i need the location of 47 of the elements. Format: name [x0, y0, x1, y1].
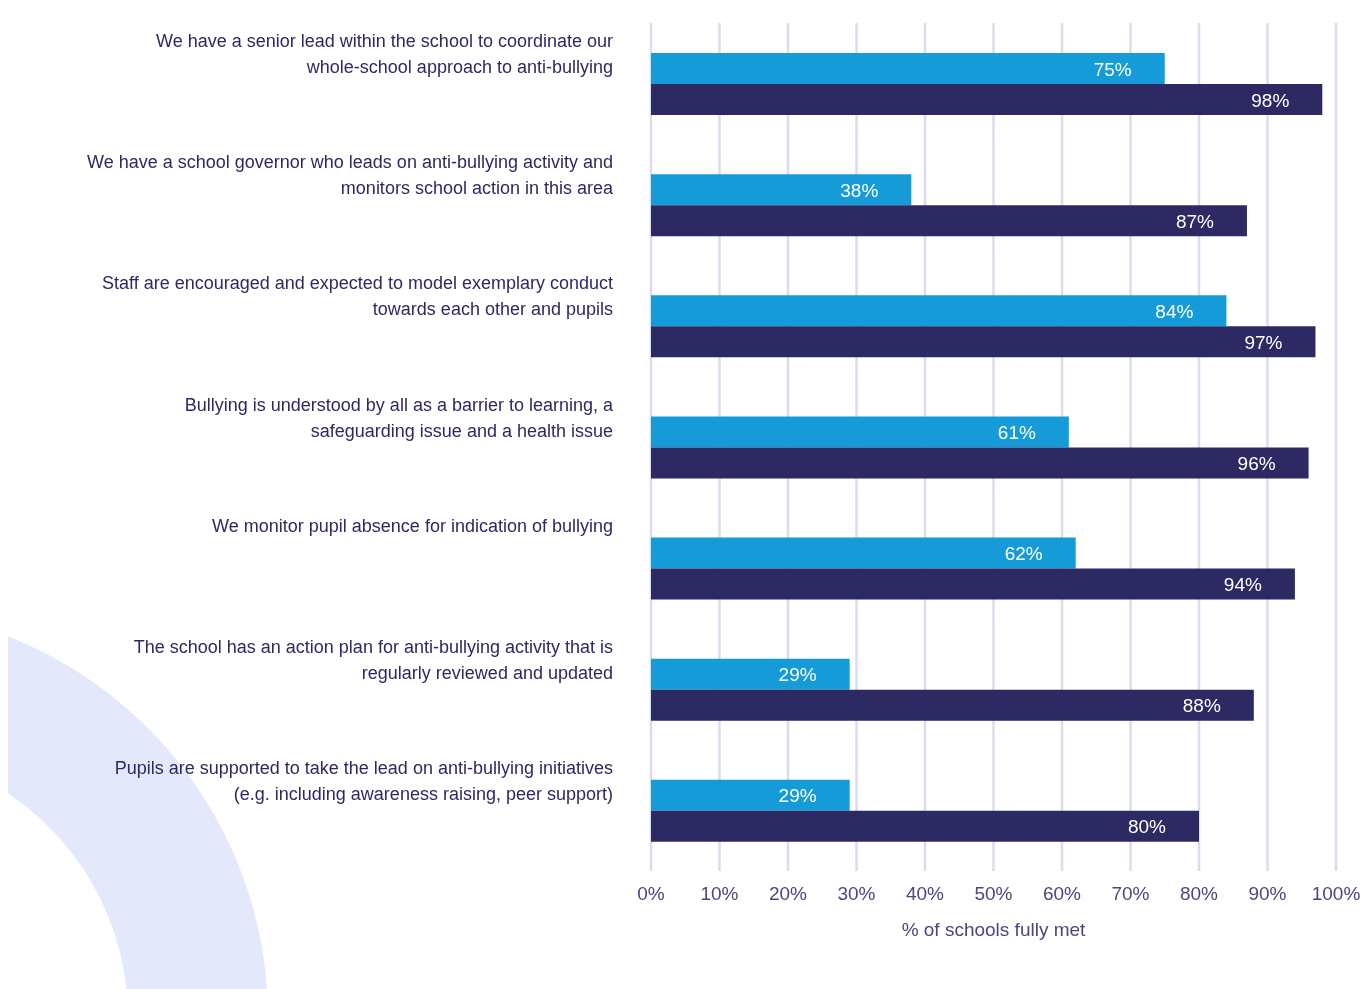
bar [651, 810, 1199, 842]
x-tick-label: 0% [637, 883, 665, 905]
bar [651, 84, 1323, 115]
x-tick-label: 100% [1311, 883, 1361, 905]
data-label: 80% [1127, 816, 1167, 838]
bar [651, 568, 1295, 600]
data-label: 29% [778, 664, 817, 686]
x-tick-label: 50% [974, 883, 1013, 905]
data-label: 96% [1237, 452, 1276, 474]
bar [651, 53, 1165, 84]
x-tick-label: 20% [768, 883, 808, 905]
x-tick-label: 80% [1179, 883, 1219, 905]
data-label: 38% [840, 179, 879, 201]
bar [651, 326, 1316, 358]
data-label: 88% [1182, 695, 1221, 717]
x-axis-title: % of schools fully met [901, 919, 1087, 940]
data-label: 61% [997, 421, 1036, 443]
x-tick-label: 90% [1248, 883, 1287, 905]
data-label: 84% [1155, 300, 1194, 322]
y-tick-label: Pupils are supported to take the lead on anti-bullying initiatives (e.g. including awareness raising, peer support) [114, 757, 613, 804]
bar [651, 295, 1227, 327]
bar [651, 689, 1254, 721]
x-tick-label: 70% [1111, 883, 1150, 905]
bar [651, 174, 912, 206]
bar [651, 447, 1309, 479]
x-tick-label: 40% [905, 883, 945, 905]
y-tick-label: We have a senior lead within the school to coordinate our whole-school approach to anti-bullying [156, 31, 613, 78]
data-label: 62% [1004, 543, 1043, 565]
data-label: 87% [1175, 210, 1215, 232]
bar [651, 205, 1247, 237]
data-label: 94% [1223, 574, 1262, 596]
data-label: 97% [1244, 331, 1283, 353]
bar [651, 658, 850, 690]
data-label: 98% [1251, 89, 1290, 111]
bar [651, 416, 1069, 448]
x-tick-label: 60% [1042, 883, 1082, 905]
bar [651, 537, 1076, 569]
x-tick-label: 30% [837, 883, 876, 905]
y-tick-label: Bullying is understood by all as a barrier to learning, a safeguarding issue and a health issue [184, 394, 614, 441]
y-tick-label: Staff are encouraged and expected to model exemplary conduct towards each other and pupils [102, 273, 613, 320]
x-tick-label: 10% [700, 883, 739, 905]
y-tick-label: The school has an action plan for anti-bullying activity that is regularly reviewed and updated [133, 636, 613, 683]
data-label: 29% [778, 785, 817, 807]
data-label: 75% [1093, 58, 1132, 80]
y-tick-label: We have a school governor who leads on anti-bullying activity and monitors school action in this area [87, 152, 614, 199]
bar [651, 779, 850, 811]
y-tick-label: We monitor pupil absence for indication of bullying [212, 515, 613, 536]
